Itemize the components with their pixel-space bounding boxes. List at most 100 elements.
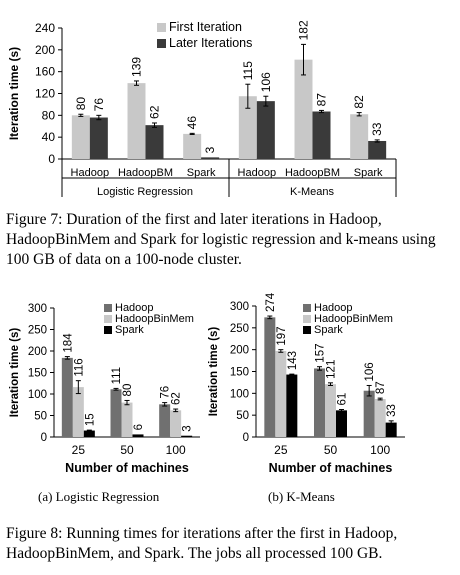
data-label: 82 — [352, 95, 366, 109]
bar — [183, 133, 202, 159]
data-label: 6 — [133, 424, 145, 430]
y-tick-label: 50 — [236, 410, 249, 422]
data-label: 80 — [122, 384, 134, 397]
y-tick-label: 200 — [230, 345, 249, 357]
bar — [71, 115, 90, 159]
y-tick-label: 240 — [35, 21, 55, 35]
x-tick-label: 50 — [324, 443, 338, 457]
legend-swatch — [157, 23, 166, 32]
data-label: 87 — [315, 93, 329, 107]
bar — [121, 402, 133, 437]
x-tick-label: Hadoop — [71, 167, 110, 179]
y-tick-label: 0 — [48, 152, 55, 166]
y-tick-label: 40 — [42, 130, 56, 144]
bar — [264, 317, 276, 437]
data-label: 61 — [337, 393, 349, 406]
legend-swatch — [157, 39, 166, 48]
data-label: 33 — [386, 404, 398, 417]
y-axis-label: Iteration time (s) — [208, 327, 220, 417]
y-tick-label: 100 — [230, 388, 249, 400]
x-axis-label: Number of machines — [65, 461, 189, 475]
x-tick-label: 25 — [274, 443, 288, 457]
legend-label: HadoopBinMem — [115, 313, 194, 325]
x-tick-label: Hadoop — [238, 167, 277, 179]
bar — [83, 430, 95, 437]
data-label: 15 — [84, 413, 96, 426]
subcaption-k-means: (b) K-Means — [268, 489, 335, 504]
group-label: K-Means — [290, 186, 335, 198]
bar — [127, 83, 146, 159]
y-tick-label: 150 — [230, 367, 249, 379]
y-tick-label: 200 — [35, 43, 55, 57]
legend-label: Spark — [314, 324, 343, 336]
figure-7-caption: Figure 7: Duration of the first and late… — [6, 211, 436, 268]
data-label: 182 — [297, 20, 311, 40]
bar — [312, 111, 331, 159]
data-label: 33 — [370, 122, 384, 136]
data-label: 106 — [364, 362, 376, 381]
y-tick-label: 120 — [35, 87, 55, 101]
data-label: 76 — [160, 386, 172, 399]
bar — [350, 114, 369, 159]
y-axis-label: Iteration time (s) — [9, 328, 21, 418]
bar — [286, 374, 298, 437]
bar — [374, 399, 386, 437]
data-label: 87 — [375, 381, 387, 394]
data-label: 80 — [74, 97, 88, 111]
legend-label: First Iteration — [169, 20, 242, 34]
y-tick-label: 80 — [42, 108, 56, 122]
data-label: 76 — [92, 98, 106, 112]
x-tick-label: Spark — [187, 167, 216, 179]
data-label: 157 — [315, 344, 327, 363]
bar — [170, 410, 182, 437]
bar — [132, 434, 144, 437]
y-tick-label: 160 — [35, 65, 55, 79]
data-label: 115 — [241, 61, 255, 80]
y-tick-label: 250 — [28, 325, 47, 337]
subcaption-logistic-regression: (a) Logistic Regression — [38, 489, 160, 504]
data-label: 121 — [326, 360, 338, 379]
data-label: 3 — [182, 425, 194, 431]
data-label: 274 — [265, 292, 277, 312]
x-tick-label: 100 — [166, 443, 186, 457]
bar — [385, 422, 397, 437]
legend-swatch — [303, 315, 311, 323]
data-label: 62 — [148, 105, 162, 119]
data-label: 111 — [111, 367, 123, 384]
x-tick-label: 25 — [72, 443, 86, 457]
y-tick-label: 250 — [230, 323, 249, 335]
data-label: 106 — [259, 72, 273, 92]
bar — [314, 368, 325, 437]
y-tick-label: 200 — [28, 346, 47, 358]
y-tick-label: 300 — [28, 303, 47, 315]
bar — [145, 125, 164, 159]
bar — [181, 435, 193, 437]
bar — [72, 387, 84, 437]
legend-label: Spark — [115, 324, 144, 336]
legend-label: Hadoop — [314, 302, 353, 314]
y-tick-label: 0 — [243, 432, 249, 444]
data-label: 116 — [73, 358, 85, 376]
bar — [368, 140, 387, 159]
y-tick-label: 50 — [34, 411, 47, 423]
y-tick-label: 100 — [28, 389, 47, 401]
group-label: Logistic Regression — [97, 186, 193, 198]
x-tick-label: 100 — [370, 443, 390, 457]
data-label: 3 — [203, 146, 217, 153]
legend-label: Hadoop — [115, 302, 154, 314]
data-label: 197 — [276, 326, 288, 345]
x-axis-label: Number of machines — [269, 461, 393, 475]
y-tick-label: 0 — [41, 432, 47, 444]
legend-swatch — [104, 326, 112, 334]
legend-label: HadoopBinMem — [314, 313, 393, 325]
y-axis-label: Iteration time (s) — [7, 47, 21, 140]
legend-swatch — [104, 304, 112, 312]
y-tick-label: 150 — [28, 368, 47, 380]
bar — [159, 404, 171, 437]
bar — [238, 96, 257, 159]
bar — [325, 384, 336, 437]
figure-8-caption: Figure 8: Running times for iterations a… — [6, 525, 398, 562]
legend-swatch — [303, 326, 311, 334]
bar — [110, 389, 122, 437]
